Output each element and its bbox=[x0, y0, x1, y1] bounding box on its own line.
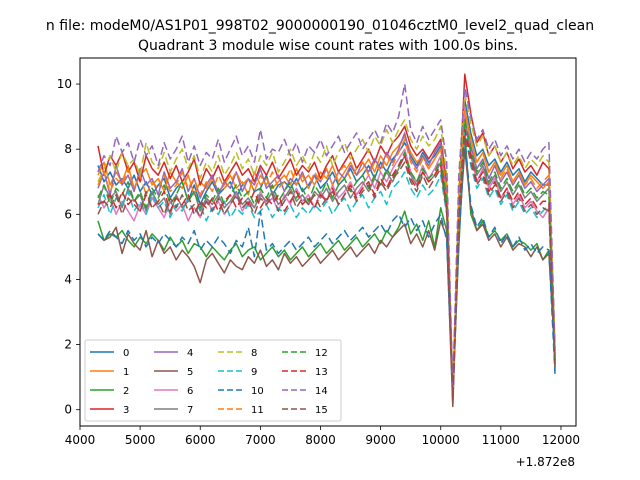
series-line-0 bbox=[97, 99, 556, 401]
x-tick-label: 12000 bbox=[542, 433, 580, 447]
x-tick-label: 4000 bbox=[65, 433, 96, 447]
series-line-15 bbox=[97, 135, 556, 404]
series-line-11 bbox=[97, 109, 556, 395]
legend-label-4: 4 bbox=[187, 348, 193, 359]
x-tick-label: 6000 bbox=[185, 433, 216, 447]
x-tick-label: 7000 bbox=[245, 433, 276, 447]
series-line-10 bbox=[97, 138, 556, 398]
series-line-8 bbox=[97, 93, 556, 391]
series-line-12 bbox=[97, 119, 556, 398]
legend-label-12: 12 bbox=[315, 348, 328, 359]
legend-label-6: 6 bbox=[187, 386, 193, 397]
x-axis: 4000 5000 6000 7000 8000 9000 10000 11000 12000 bbox=[65, 426, 580, 447]
legend-label-14: 14 bbox=[315, 386, 328, 397]
series-line-3 bbox=[97, 73, 556, 404]
x-offset-label: +1.872e8 bbox=[516, 455, 575, 469]
legend-label-5: 5 bbox=[187, 367, 193, 378]
x-tick-label: 5000 bbox=[125, 433, 156, 447]
legend-label-11: 11 bbox=[251, 405, 264, 416]
plot-area: 4000 5000 6000 7000 8000 9000 10000 11000 12000 … bbox=[57, 57, 580, 469]
y-axis: 0 2 4 6 8 10 bbox=[57, 77, 80, 417]
legend-label-9: 9 bbox=[251, 367, 257, 378]
figure-suptitle: n file: modeM0/AS1P01_998T02_9000000190_… bbox=[46, 18, 594, 34]
legend-label-10: 10 bbox=[251, 386, 264, 397]
chart-title: Quadrant 3 module wise count rates with … bbox=[138, 38, 518, 54]
legend-label-7: 7 bbox=[187, 405, 193, 416]
axes-frame bbox=[79, 57, 577, 427]
legend-label-2: 2 bbox=[123, 386, 129, 397]
legend-label-15: 15 bbox=[315, 405, 328, 416]
x-tick-label: 11000 bbox=[482, 433, 520, 447]
x-tick-label: 10000 bbox=[422, 433, 460, 447]
y-tick-label: 4 bbox=[64, 272, 72, 286]
y-tick-label: 0 bbox=[64, 403, 72, 417]
legend-frame bbox=[84, 339, 342, 422]
legend-label-3: 3 bbox=[123, 405, 129, 416]
y-tick-label: 6 bbox=[64, 207, 72, 221]
x-tick-label: 8000 bbox=[305, 433, 336, 447]
x-tick-label: 9000 bbox=[365, 433, 396, 447]
legend-label-13: 13 bbox=[315, 367, 328, 378]
series-layer bbox=[97, 73, 556, 408]
y-tick-label: 8 bbox=[64, 142, 72, 156]
y-tick-label: 10 bbox=[57, 77, 72, 91]
legend-label-1: 1 bbox=[123, 367, 129, 378]
y-tick-label: 2 bbox=[64, 338, 72, 352]
series-line-9 bbox=[97, 125, 556, 391]
legend-label-8: 8 bbox=[251, 348, 257, 359]
series-line-14 bbox=[97, 83, 556, 388]
legend-label-0: 0 bbox=[123, 348, 129, 359]
series-line-5 bbox=[97, 148, 556, 408]
